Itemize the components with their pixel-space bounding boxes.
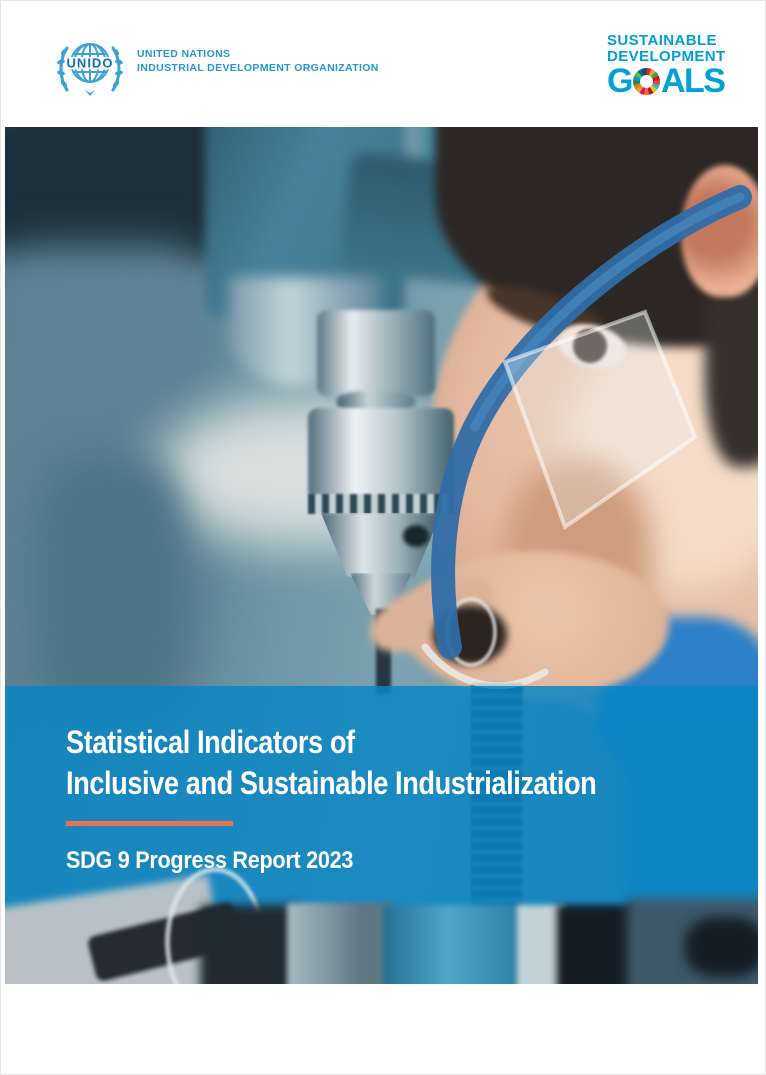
drill-spindle-neck [337,391,415,413]
unido-org-line2: INDUSTRIAL DEVELOPMENT ORGANIZATION [137,62,379,74]
sdg-logo: SUSTAINABLE DEVELOPMENT G ALS [607,32,737,100]
sdg-wheel-icon [632,67,660,95]
unido-org-line1: UNITED NATIONS [137,48,231,60]
unido-org-name: UNITED NATIONS INDUSTRIAL DEVELOPMENT OR… [137,47,379,75]
worker-ear [681,165,758,297]
sdg-goals-prefix: G [607,62,633,100]
sdg-logo-line1: SUSTAINABLE [607,32,717,49]
report-subtitle: SDG 9 Progress Report 2023 [66,847,354,874]
workbench-shadow-left [200,905,300,984]
drill-chuck-body [308,408,454,500]
page-title-line1: Statistical Indicators of [66,724,355,760]
page-title: Statistical Indicators of Inclusive and … [66,722,654,804]
drill-chuck-teeth [308,494,454,514]
title-banner: Statistical Indicators of Inclusive and … [5,686,758,911]
workbench-cylinder [287,903,392,984]
sdg-goals-row: G ALS [607,62,737,100]
unido-emblem-text: UNIDO [67,56,114,71]
workbench-right-shadow [685,917,758,977]
sdg-logo-line2: DEVELOPMENT [607,47,726,65]
photo-background-machine [35,457,185,717]
drill-chuck-keyhole [403,525,429,547]
workpiece-wire [445,597,497,667]
sdg-goals-suffix: ALS [660,62,726,100]
workbench-dark-column [557,905,637,984]
worker-eye-iris [573,329,607,363]
cover-photo: Statistical Indicators of Inclusive and … [5,127,758,984]
drill-spindle [317,310,435,396]
unido-emblem-icon: UNIDO [55,34,125,102]
page-title-line2: Inclusive and Sustainable Industrializat… [66,765,597,801]
workbench-teal-column [383,905,528,984]
title-accent-rule [66,821,233,826]
